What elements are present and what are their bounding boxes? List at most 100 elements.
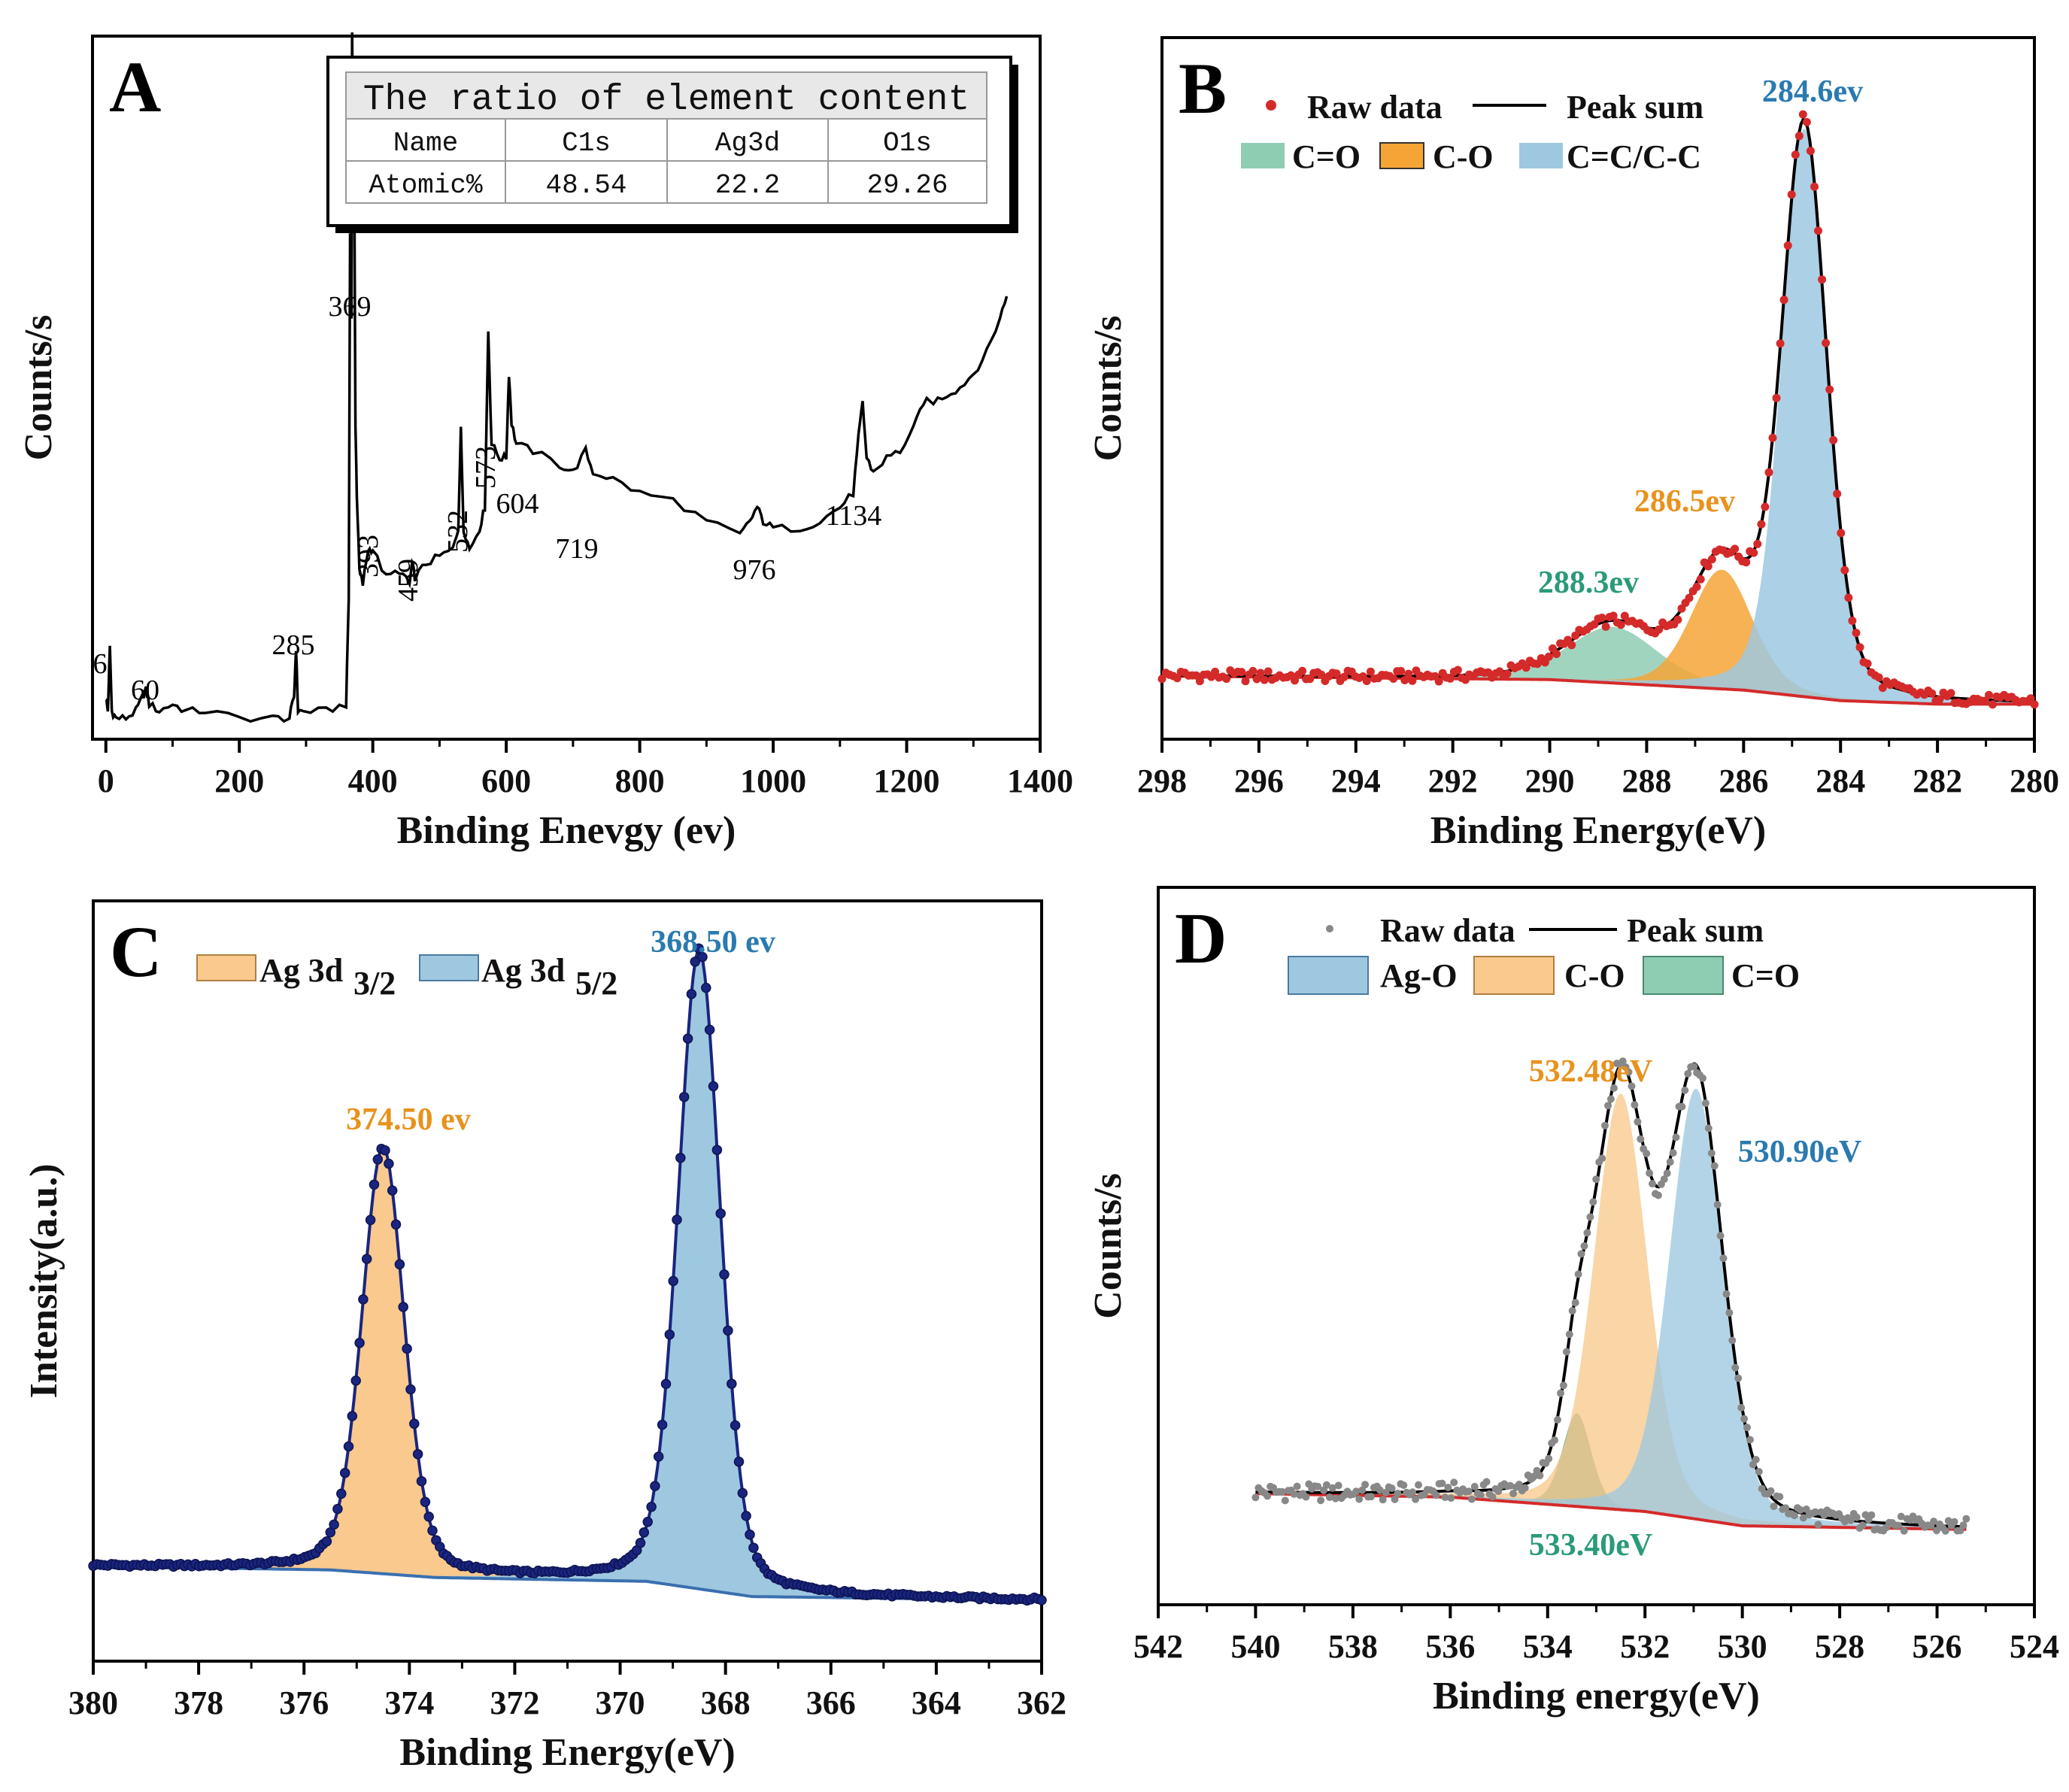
legend-marker-raw [1266,100,1276,111]
raw-data-point [1601,622,1610,631]
peak-annotation: 284.6ev [1762,74,1863,109]
raw-data-point [693,943,704,954]
raw-data-point [1355,1495,1364,1503]
raw-data-point [1783,241,1792,250]
raw-data-point [1731,544,1740,553]
legend-label-co-double: C=O [1292,138,1361,175]
raw-data-point [1291,676,1299,685]
raw-data-point [1616,620,1625,629]
raw-data-point [1772,393,1781,402]
peak-label: 459 [393,559,424,602]
raw-data-point [1509,1490,1517,1498]
raw-data-point [336,1488,347,1499]
raw-data-point [635,1538,646,1548]
x-tick-label: 400 [348,763,398,799]
raw-data-point [1731,1363,1740,1372]
raw-data-point [1536,1472,1544,1480]
raw-data-point [1737,1404,1746,1411]
raw-data-point [1559,1381,1567,1390]
raw-data-point [1678,1102,1686,1111]
raw-data-point [727,1378,737,1389]
raw-data-point [1521,1484,1529,1492]
raw-data-point [1867,1511,1876,1519]
y-axis-label: Intensity(a.u.) [23,1163,65,1398]
raw-data-point [1685,593,1694,602]
raw-data-point [1404,669,1413,678]
x-tick-label: 370 [596,1684,645,1721]
x-tick-label: 1200 [874,763,940,799]
raw-data-point [1818,275,1827,284]
raw-data-point [1408,676,1417,685]
raw-data-point [1562,1348,1570,1356]
raw-data-point [1928,689,1937,698]
x-tick-label: 530 [1718,1628,1767,1665]
legend-swatch-ago [1288,956,1369,995]
raw-data-point [1298,666,1307,675]
table-cell [666,118,829,162]
raw-data-point [657,1419,668,1430]
x-tick-label: 526 [1913,1628,1962,1665]
raw-data-point [1515,1481,1523,1488]
raw-data-point [708,1081,719,1092]
raw-data-point [1628,1082,1636,1090]
raw-data-point [1583,1229,1591,1237]
raw-data-point [1252,675,1261,684]
table-header-cell: Ag3d [715,128,780,159]
legend-label-co: C-O [1433,138,1494,175]
legend-label-cc: C=C/C-C [1567,138,1701,175]
raw-data-point [1692,582,1701,591]
raw-data-point [1855,643,1864,652]
raw-data-point [646,1502,657,1512]
raw-data-point [1574,1270,1582,1278]
legend-label-ag52: Ag 3d [481,952,565,989]
raw-data-point [1930,1518,1938,1526]
raw-data-point [427,1525,438,1536]
raw-data-point [1707,555,1716,564]
peak-sum-line [93,948,1042,1601]
raw-data-point [1752,1456,1760,1463]
raw-data-point [1361,1481,1370,1489]
table-header-cell: C1s [562,128,611,159]
raw-data-point [1770,1502,1778,1511]
raw-data-point [1241,677,1250,686]
raw-data-point [1506,1481,1514,1490]
raw-data-point [1716,1232,1725,1240]
raw-data-point [1852,1513,1861,1521]
raw-data-point [1631,1101,1639,1109]
raw-data-point [1989,700,1997,709]
raw-data-point [2026,694,2035,703]
raw-data-point [1488,1493,1497,1501]
raw-data-point [1742,558,1751,567]
raw-data-point [1933,1527,1940,1535]
component-ag-3d3-2 [93,1148,1042,1601]
raw-data-point [1281,1496,1289,1505]
raw-data-point [1464,1487,1473,1496]
x-tick-label: 298 [1137,763,1187,799]
raw-data-point [1606,1095,1615,1103]
raw-data-point [686,989,697,999]
raw-data-point [1681,1086,1689,1094]
raw-data-point [1256,669,1265,678]
raw-data-point [1314,1482,1322,1490]
raw-data-point [1794,132,1804,141]
raw-data-point [1293,1482,1301,1490]
survey-spectrum-line [105,32,1009,723]
raw-data-point [1822,338,1831,347]
legend-swatch-cc [1519,143,1563,168]
raw-data-point [719,1269,730,1280]
x-tick-label: 378 [174,1684,223,1721]
raw-data-point [1604,1102,1612,1110]
raw-data-point [347,1411,358,1421]
peak-label: 369 [329,291,372,323]
raw-data-point [1962,1515,1970,1523]
raw-data-point [1959,1521,1967,1530]
raw-data-point [1503,669,1512,678]
raw-data-point [1325,1493,1333,1501]
raw-data-point [1825,385,1834,394]
raw-data-point [697,951,708,963]
raw-data-point [1557,1389,1564,1397]
raw-data-point [423,1512,434,1522]
legend-swatch-co [1379,142,1424,169]
x-tick-label: 376 [279,1684,329,1721]
component-c-o [1255,1093,1967,1530]
